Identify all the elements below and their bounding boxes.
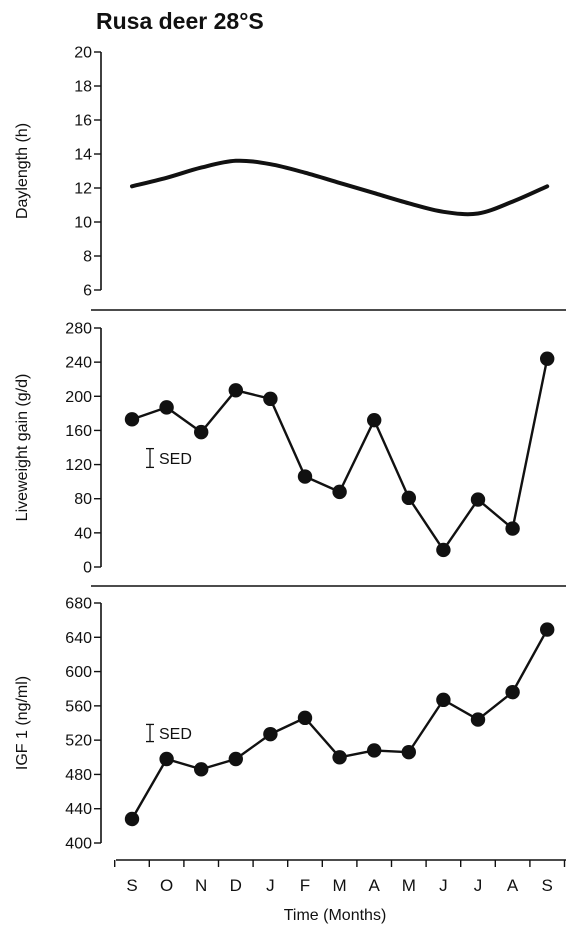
data-point (194, 762, 209, 777)
panel-3: 400 440 480 520 560 600 640 680 IGF 1 (ng/ml) SED (14, 596, 555, 853)
data-point (124, 412, 140, 427)
y-axis-label: Liveweight gain (g/d) (14, 374, 31, 522)
y-tick-label: 14 (74, 147, 92, 164)
y-tick-label: 240 (65, 355, 92, 372)
y-tick-label: 600 (65, 664, 92, 681)
y-tick-label: 440 (65, 801, 92, 818)
data-point (401, 490, 416, 506)
sed-label: SED (159, 451, 192, 468)
data-point (540, 622, 555, 637)
data-point (470, 492, 486, 507)
x-tick-label: J (439, 876, 448, 895)
x-tick-label: M (333, 876, 347, 895)
y-tick-label: 680 (65, 596, 92, 613)
x-tick-label: N (195, 876, 207, 895)
x-tick-label: M (402, 876, 416, 895)
y-tick-label: 20 (74, 45, 92, 62)
y-tick-label: 18 (74, 79, 92, 96)
data-point (436, 542, 451, 558)
y-tick-label: 640 (65, 630, 92, 647)
x-tick-label: A (369, 876, 381, 895)
data-point (401, 744, 416, 760)
data-point (297, 469, 313, 484)
panels: 6 8 10 12 14 16 18 20 Daylength (h) 0 40 80 120 160 20… (14, 45, 566, 853)
y-axis-label: Daylength (h) (14, 123, 31, 219)
y-tick-label: 6 (83, 283, 92, 300)
x-tick-label: D (230, 876, 242, 895)
y-tick-label: 120 (65, 457, 92, 474)
x-tick-label: S (542, 876, 553, 895)
data-point (124, 811, 140, 827)
data-point (470, 712, 486, 727)
series-line (130, 628, 549, 820)
y-tick-label: 40 (74, 525, 92, 542)
data-point (505, 684, 520, 700)
data-point (159, 400, 174, 415)
x-tick-label: S (126, 876, 137, 895)
data-point (228, 751, 243, 767)
y-tick-label: 400 (65, 836, 92, 853)
y-tick-label: 280 (65, 321, 92, 338)
data-point (332, 750, 347, 765)
data-point (263, 391, 278, 407)
data-point (194, 424, 209, 440)
daylength-curve (130, 158, 550, 217)
data-point (540, 351, 555, 366)
y-tick-label: 160 (65, 423, 92, 440)
sed-label: SED (159, 726, 192, 743)
y-tick-label: 0 (83, 560, 92, 577)
y-tick-label: 520 (65, 733, 92, 750)
data-point (228, 383, 243, 398)
panel-2: 0 40 80 120 160 200 240 280 Liveweight gain (g/d… (14, 321, 566, 587)
y-tick-label: 12 (74, 181, 92, 198)
x-tick-label: F (300, 876, 310, 895)
data-point (505, 521, 520, 536)
y-tick-label: 8 (83, 249, 92, 266)
data-point (297, 710, 313, 726)
data-point (367, 412, 382, 428)
x-tick-label: A (507, 876, 519, 895)
y-tick-label: 10 (74, 215, 92, 232)
y-tick-label: 80 (74, 491, 92, 508)
chart-title: Rusa deer 28°S (96, 8, 264, 34)
y-tick-label: 16 (74, 113, 92, 130)
x-tick-label: J (266, 876, 275, 895)
data-point (436, 692, 451, 708)
series-line (131, 358, 549, 552)
data-point (332, 484, 347, 500)
sed-indicator: SED (146, 723, 192, 743)
y-tick-label: 480 (65, 767, 92, 784)
panel-1: 6 8 10 12 14 16 18 20 Daylength (h) (14, 45, 566, 311)
y-tick-label: 560 (65, 698, 92, 715)
x-axis-label: Time (Months) (284, 907, 387, 924)
sed-indicator: SED (146, 447, 192, 469)
y-tick-label: 200 (65, 389, 92, 406)
y-axis-label: IGF 1 (ng/ml) (14, 676, 31, 770)
data-point (263, 726, 278, 742)
data-point (159, 751, 174, 767)
x-tick-label: O (160, 876, 173, 895)
data-point (367, 743, 382, 758)
x-tick-label: J (474, 876, 483, 895)
